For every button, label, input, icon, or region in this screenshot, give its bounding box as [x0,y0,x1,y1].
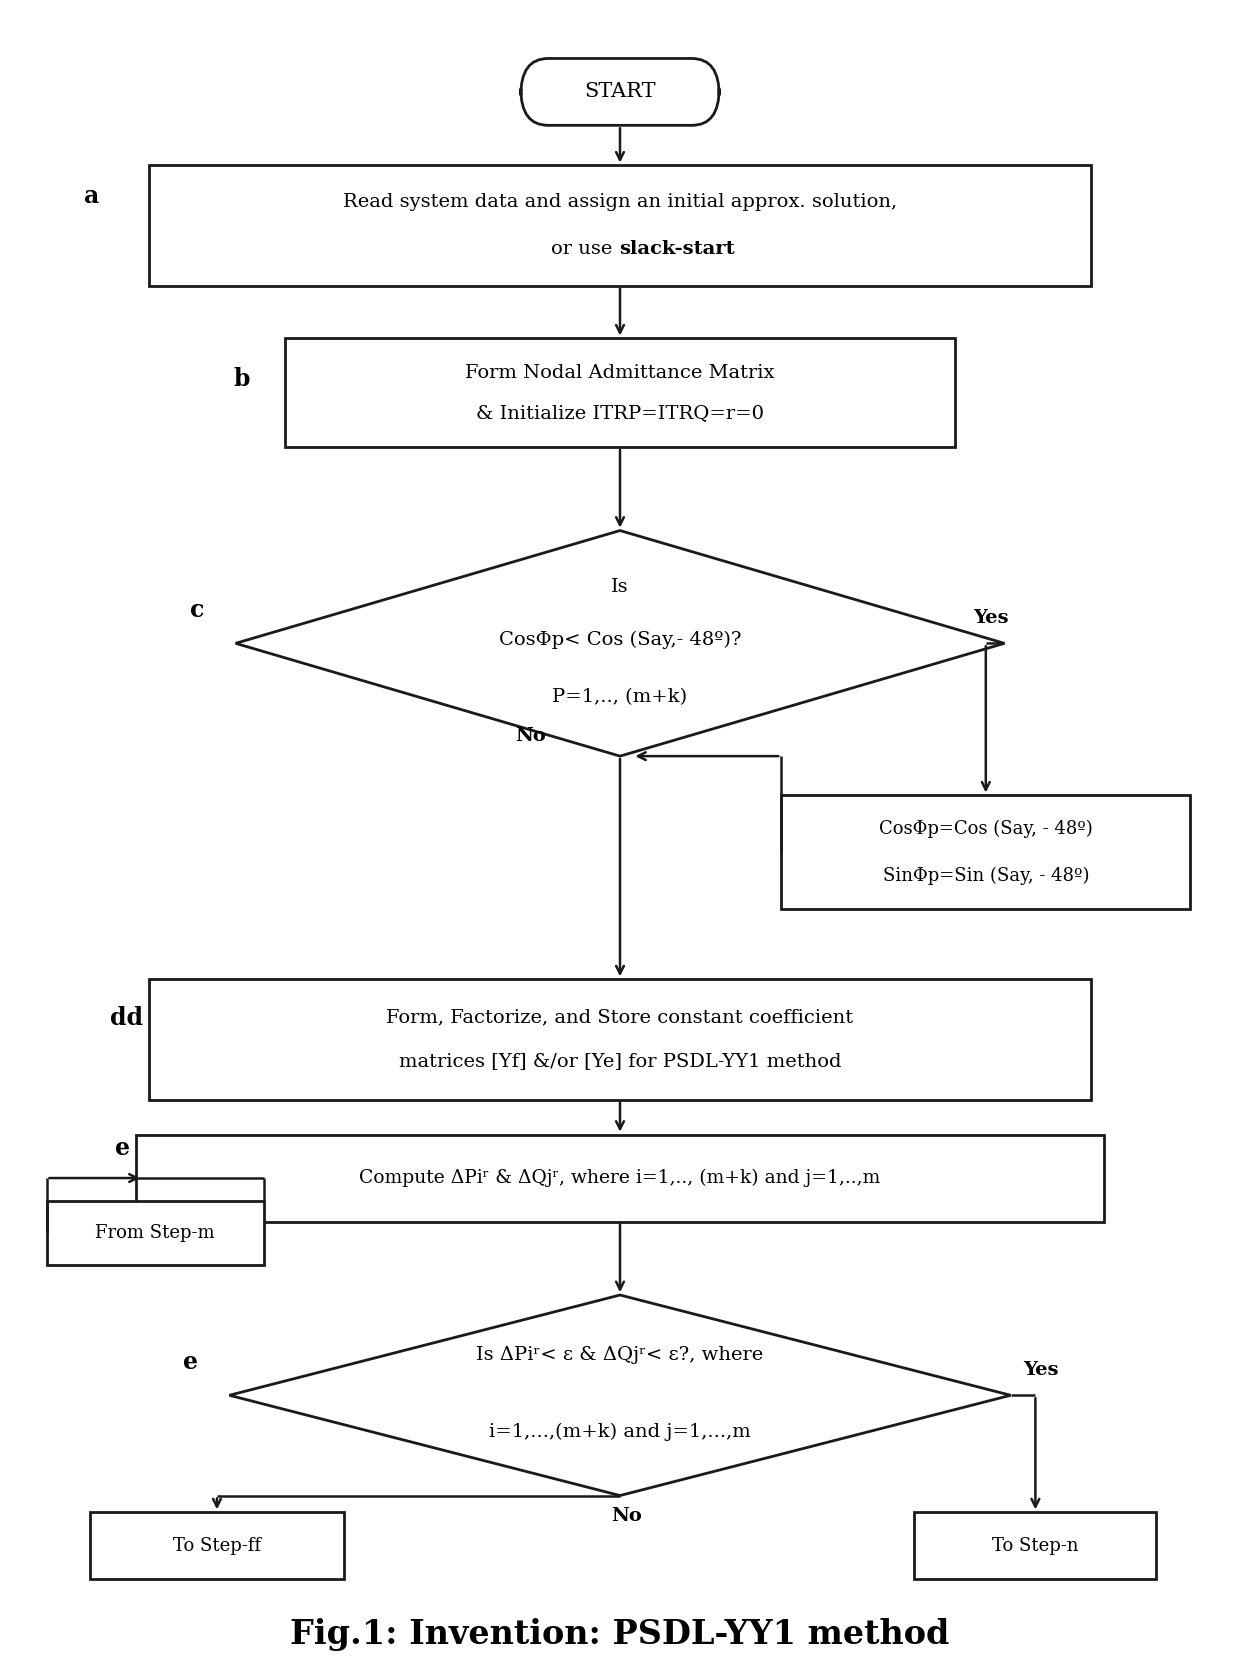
Text: From Step-m: From Step-m [95,1225,215,1242]
Text: Fig.1: Invention: PSDL-YY1 method: Fig.1: Invention: PSDL-YY1 method [290,1618,950,1651]
Text: a: a [84,184,99,207]
Text: Form, Factorize, and Store constant coefficient: Form, Factorize, and Store constant coef… [387,1009,853,1026]
Polygon shape [236,531,1004,755]
Polygon shape [229,1295,1011,1496]
Text: CosΦp=Cos (Say, - 48º): CosΦp=Cos (Say, - 48º) [879,820,1092,837]
Text: SinΦp=Sin (Say, - 48º): SinΦp=Sin (Say, - 48º) [883,867,1089,884]
Text: Is: Is [611,578,629,595]
Text: matrices [Yf] &/or [Ye] for PSDL-YY1 method: matrices [Yf] &/or [Ye] for PSDL-YY1 met… [399,1053,841,1069]
Bar [136,1135,1104,1222]
Bar [47,1201,263,1265]
Text: No: No [611,1507,641,1524]
Text: Compute ΔPiʳ & ΔQjʳ, where i=1,.., (m+k) and j=1,..,m: Compute ΔPiʳ & ΔQjʳ, where i=1,.., (m+k)… [360,1170,880,1186]
Text: slack-start: slack-start [619,241,734,257]
Bar [781,795,1190,909]
Bar [149,979,1091,1100]
Text: Form Nodal Admittance Matrix: Form Nodal Admittance Matrix [465,364,775,381]
Text: e: e [184,1350,198,1374]
Text: dd: dd [109,1006,143,1029]
Text: & Initialize ITRP=ITRQ=r=0: & Initialize ITRP=ITRQ=r=0 [476,404,764,421]
Text: P=1,.., (m+k): P=1,.., (m+k) [553,688,687,705]
Text: Is ΔPiʳ< ε & ΔQjʳ< ε?, where: Is ΔPiʳ< ε & ΔQjʳ< ε?, where [476,1347,764,1364]
Text: or use: or use [551,241,619,257]
Text: To Step-n: To Step-n [992,1537,1079,1554]
Text: To Step-ff: To Step-ff [174,1537,260,1554]
Text: b: b [234,368,250,391]
Bar [89,1512,343,1579]
Bar [285,338,955,446]
Text: or use slack-start: or use slack-start [534,241,706,257]
Text: i=1,...,(m+k) and j=1,...,m: i=1,...,(m+k) and j=1,...,m [489,1424,751,1440]
Text: START: START [584,82,656,102]
Text: Yes: Yes [973,610,1009,627]
Bar [149,165,1091,286]
Text: CosΦp< Cos (Say,- 48º)?: CosΦp< Cos (Say,- 48º)? [498,632,742,648]
Text: e: e [115,1136,130,1160]
Text: Yes: Yes [1023,1362,1059,1379]
FancyBboxPatch shape [521,58,719,125]
Text: No: No [515,727,546,745]
Text: c: c [190,598,205,622]
Text: Read system data and assign an initial approx. solution,: Read system data and assign an initial a… [343,194,897,211]
Bar [914,1512,1156,1579]
